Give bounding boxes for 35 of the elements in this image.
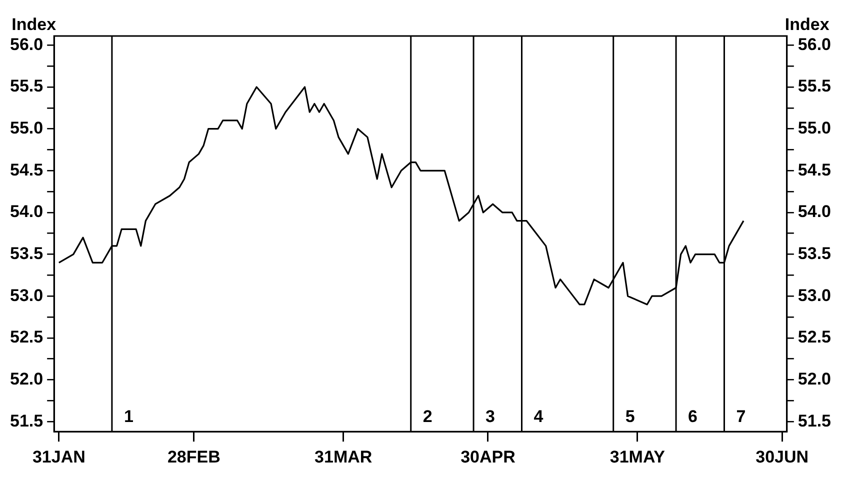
y-axis-title: Index [12,15,57,34]
y-tick-label: 51.5 [10,411,44,430]
y-tick-label: 54.0 [10,202,44,222]
y-tick-label: 56.0 [10,34,44,54]
annotation: 3 [486,406,495,426]
annotation: 2 [422,406,432,426]
y2-tick-label: 54.0 [798,202,832,222]
y-tick-label: 52.0 [10,369,44,388]
y-tick-label: 52.5 [10,328,44,347]
annotation: 4 [534,406,544,426]
y-tick-label: 54.5 [10,160,44,180]
annotation: 5 [625,406,635,426]
y2-tick-label: 52.0 [798,369,832,388]
x-tick-label: 30JUN [756,447,809,466]
y-tick-label: 53.0 [10,286,44,305]
x-tick-label: 28FEB [167,447,220,466]
y-tick-label: 55.0 [10,118,44,138]
y2-tick-label: 54.5 [798,160,832,180]
x-tick-label: 31MAY [610,447,666,466]
x-tick-label: 31JAN [32,447,86,466]
y2-tick-label: 52.5 [798,328,832,347]
y2-tick-label: 55.5 [798,76,832,96]
y-tick-label: 53.5 [10,244,44,263]
y-tick-label: 55.5 [10,76,44,96]
x-tick-label: 31MAR [314,447,372,466]
y2-axis-title: Index [784,15,830,34]
annotation: 1 [124,406,134,426]
annotation: 7 [736,406,746,426]
x-tick-label: 30APR [460,447,516,466]
y2-tick-label: 56.0 [798,34,832,54]
y2-tick-label: 53.5 [798,244,832,263]
y2-tick-label: 55.0 [798,118,832,138]
y2-tick-label: 53.0 [798,286,832,305]
y2-tick-label: 51.5 [798,411,832,430]
annotation: 6 [688,406,698,426]
